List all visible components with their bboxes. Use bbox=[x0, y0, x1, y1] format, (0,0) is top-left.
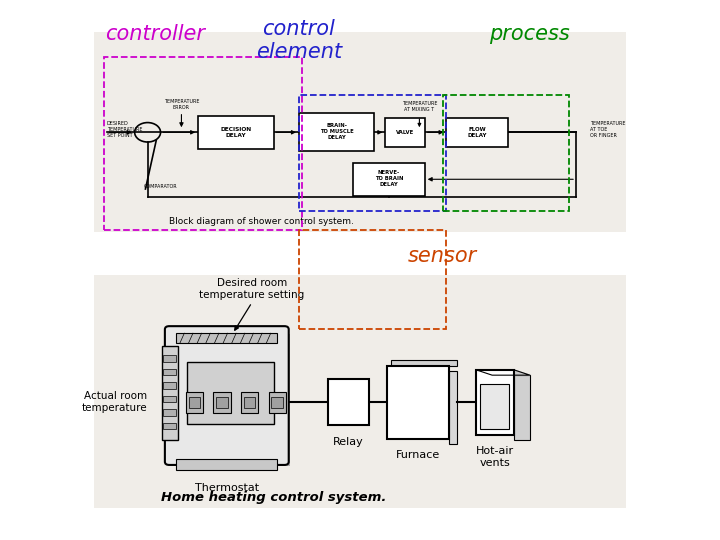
Text: TEMPERATURE
ERROR: TEMPERATURE ERROR bbox=[163, 99, 199, 110]
Bar bbox=[443, 94, 569, 211]
Bar bbox=[189, 397, 200, 408]
Bar bbox=[480, 384, 509, 429]
Bar bbox=[162, 346, 178, 440]
Bar bbox=[163, 423, 176, 429]
Bar bbox=[176, 459, 277, 470]
Bar bbox=[387, 366, 449, 438]
Bar bbox=[271, 397, 283, 408]
Bar bbox=[163, 396, 176, 402]
Bar bbox=[186, 392, 203, 413]
Bar bbox=[299, 230, 446, 329]
Bar bbox=[328, 379, 369, 425]
Text: Hot-air
vents: Hot-air vents bbox=[476, 447, 514, 468]
Bar bbox=[449, 371, 457, 444]
Bar bbox=[163, 369, 176, 375]
Text: NERVE-
TO BRAIN
DELAY: NERVE- TO BRAIN DELAY bbox=[374, 170, 403, 186]
Polygon shape bbox=[476, 370, 530, 375]
FancyBboxPatch shape bbox=[165, 326, 289, 465]
Bar bbox=[269, 392, 286, 413]
Text: FLOW
DELAY: FLOW DELAY bbox=[467, 127, 487, 138]
Bar bbox=[353, 163, 425, 196]
Text: control
element: control element bbox=[256, 19, 342, 62]
Bar bbox=[187, 362, 274, 424]
Text: COMPARATOR: COMPARATOR bbox=[144, 184, 178, 189]
Text: TEMPERATURE
AT MIXING T: TEMPERATURE AT MIXING T bbox=[402, 101, 437, 112]
Text: Block diagram of shower control system.: Block diagram of shower control system. bbox=[169, 217, 354, 226]
Text: Actual room
temperature: Actual room temperature bbox=[82, 392, 148, 413]
Text: BRAIN-
TO MUSCLE
DELAY: BRAIN- TO MUSCLE DELAY bbox=[320, 123, 354, 139]
Text: DESIRED
TEMPERATURE
SET POINT: DESIRED TEMPERATURE SET POINT bbox=[107, 122, 142, 138]
Bar bbox=[446, 118, 508, 147]
Text: Thermostat: Thermostat bbox=[194, 483, 259, 494]
Text: VALVE: VALVE bbox=[396, 130, 414, 135]
Text: sensor: sensor bbox=[408, 246, 477, 266]
Text: process: process bbox=[489, 24, 570, 44]
Bar bbox=[176, 333, 277, 343]
Bar bbox=[163, 409, 176, 416]
Text: Desired room
temperature setting: Desired room temperature setting bbox=[199, 278, 305, 300]
Bar bbox=[175, 334, 290, 466]
Bar bbox=[385, 118, 425, 147]
Bar bbox=[476, 370, 514, 435]
Bar bbox=[94, 275, 626, 508]
Text: TEMPERATURE
AT TOE
OR FINGER: TEMPERATURE AT TOE OR FINGER bbox=[590, 122, 626, 138]
Bar bbox=[514, 375, 530, 440]
Bar bbox=[104, 57, 302, 230]
Text: Relay: Relay bbox=[333, 437, 364, 447]
Text: DECISION
DELAY: DECISION DELAY bbox=[220, 127, 251, 138]
Bar bbox=[94, 32, 626, 232]
Bar bbox=[163, 355, 176, 362]
Bar bbox=[299, 113, 374, 151]
Bar bbox=[216, 397, 228, 408]
Text: controller: controller bbox=[105, 24, 204, 44]
Bar bbox=[213, 392, 230, 413]
Bar bbox=[391, 360, 457, 366]
Text: Furnace: Furnace bbox=[396, 450, 440, 461]
Text: Home heating control system.: Home heating control system. bbox=[161, 491, 387, 504]
Bar bbox=[241, 392, 258, 413]
Bar bbox=[299, 94, 446, 211]
Bar bbox=[244, 397, 256, 408]
Bar bbox=[198, 116, 274, 148]
Bar bbox=[163, 382, 176, 389]
